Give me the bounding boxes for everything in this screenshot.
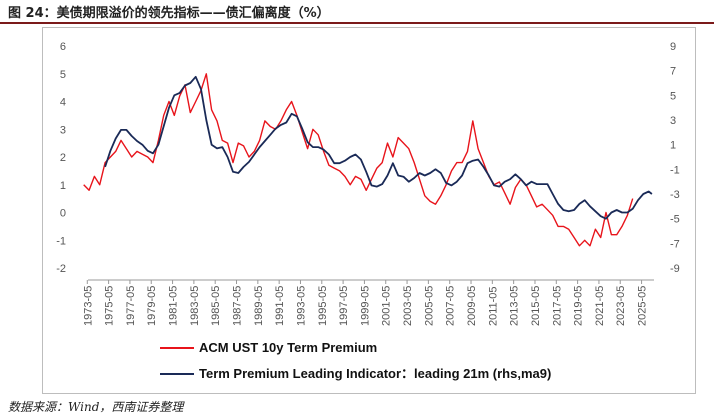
right-tick-label: 7: [670, 66, 676, 78]
x-tick-label: 2013-05: [509, 286, 521, 326]
x-tick-label: 1985-05: [210, 286, 222, 326]
right-tick-label: 5: [670, 90, 676, 102]
left-tick-label: -2: [56, 263, 66, 275]
x-tick-label: 1975-05: [104, 286, 116, 326]
left-tick-label: 0: [60, 208, 66, 220]
left-tick-label: 2: [60, 152, 66, 164]
x-tick-label: 2005-05: [423, 286, 435, 326]
legend-label-acm: ACM UST 10y Term Premium: [199, 340, 377, 355]
x-tick-label: 2019-05: [573, 286, 585, 326]
left-tick-label: 4: [60, 97, 66, 109]
right-tick-label: -3: [670, 189, 680, 201]
right-tick-label: 1: [670, 140, 676, 152]
x-tick-label: 1989-05: [253, 286, 265, 326]
left-tick-label: 5: [60, 69, 66, 81]
x-tick-label: 1973-05: [82, 286, 94, 326]
x-tick-label: 1995-05: [317, 286, 329, 326]
chart-frame: [42, 27, 696, 394]
left-tick-label: 3: [60, 124, 66, 136]
left-tick-label: -1: [56, 235, 66, 247]
x-tick-label: 1999-05: [359, 286, 371, 326]
x-tick-label: 2001-05: [381, 286, 393, 326]
x-tick-label: 1991-05: [274, 286, 286, 326]
series-line-acm-term-premium: [83, 73, 634, 247]
legend-label-leading: Term Premium Leading Indicator：leading 2…: [199, 366, 551, 381]
right-tick-label: -7: [670, 238, 680, 250]
right-tick-label: -5: [670, 214, 680, 226]
x-tick-label: 2011-05: [487, 286, 499, 326]
x-tick-label: 1983-05: [189, 286, 201, 326]
source-note: 数据来源：Wind，西南证券整理: [8, 400, 184, 414]
x-tick-label: 1981-05: [168, 286, 180, 326]
right-tick-label: -1: [670, 164, 680, 176]
series-line-leading-indicator: [104, 75, 653, 220]
left-tick-label: 1: [60, 180, 66, 192]
x-tick-label: 2025-05: [637, 286, 649, 326]
left-tick-label: 6: [60, 41, 66, 53]
x-tick-label: 2003-05: [402, 286, 414, 326]
right-tick-label: 3: [670, 115, 676, 127]
x-tick-label: 1993-05: [295, 286, 307, 326]
x-tick-label: 2009-05: [466, 286, 478, 326]
right-tick-label: 9: [670, 41, 676, 53]
title-rule: [0, 22, 714, 24]
x-tick-label: 1997-05: [338, 286, 350, 326]
legend: ACM UST 10y Term Premium Term Premium Le…: [160, 340, 551, 381]
x-tick-label: 2007-05: [445, 286, 457, 326]
x-tick-label: 2023-05: [615, 286, 627, 326]
x-axis: 1973-05 1975-05 1977-05 1979-05 1981-05 1983-…: [82, 280, 649, 326]
x-tick-label: 2015-05: [530, 286, 542, 326]
left-axis: 6 5 4 3 2 1 0 -1 -2: [56, 41, 66, 275]
figure-title: 图 24：美债期限溢价的领先指标——债汇偏离度（%）: [8, 6, 330, 21]
right-tick-label: -9: [670, 263, 680, 275]
x-tick-label: 2017-05: [551, 286, 563, 326]
right-axis: 9 7 5 3 1 -1 -3 -5 -7 -9: [670, 41, 680, 275]
x-tick-label: 1979-05: [146, 286, 158, 326]
x-tick-label: 1977-05: [125, 286, 137, 326]
x-tick-label: 2021-05: [594, 286, 606, 326]
series-layer: [83, 73, 653, 247]
x-tick-label: 1987-05: [232, 286, 244, 326]
